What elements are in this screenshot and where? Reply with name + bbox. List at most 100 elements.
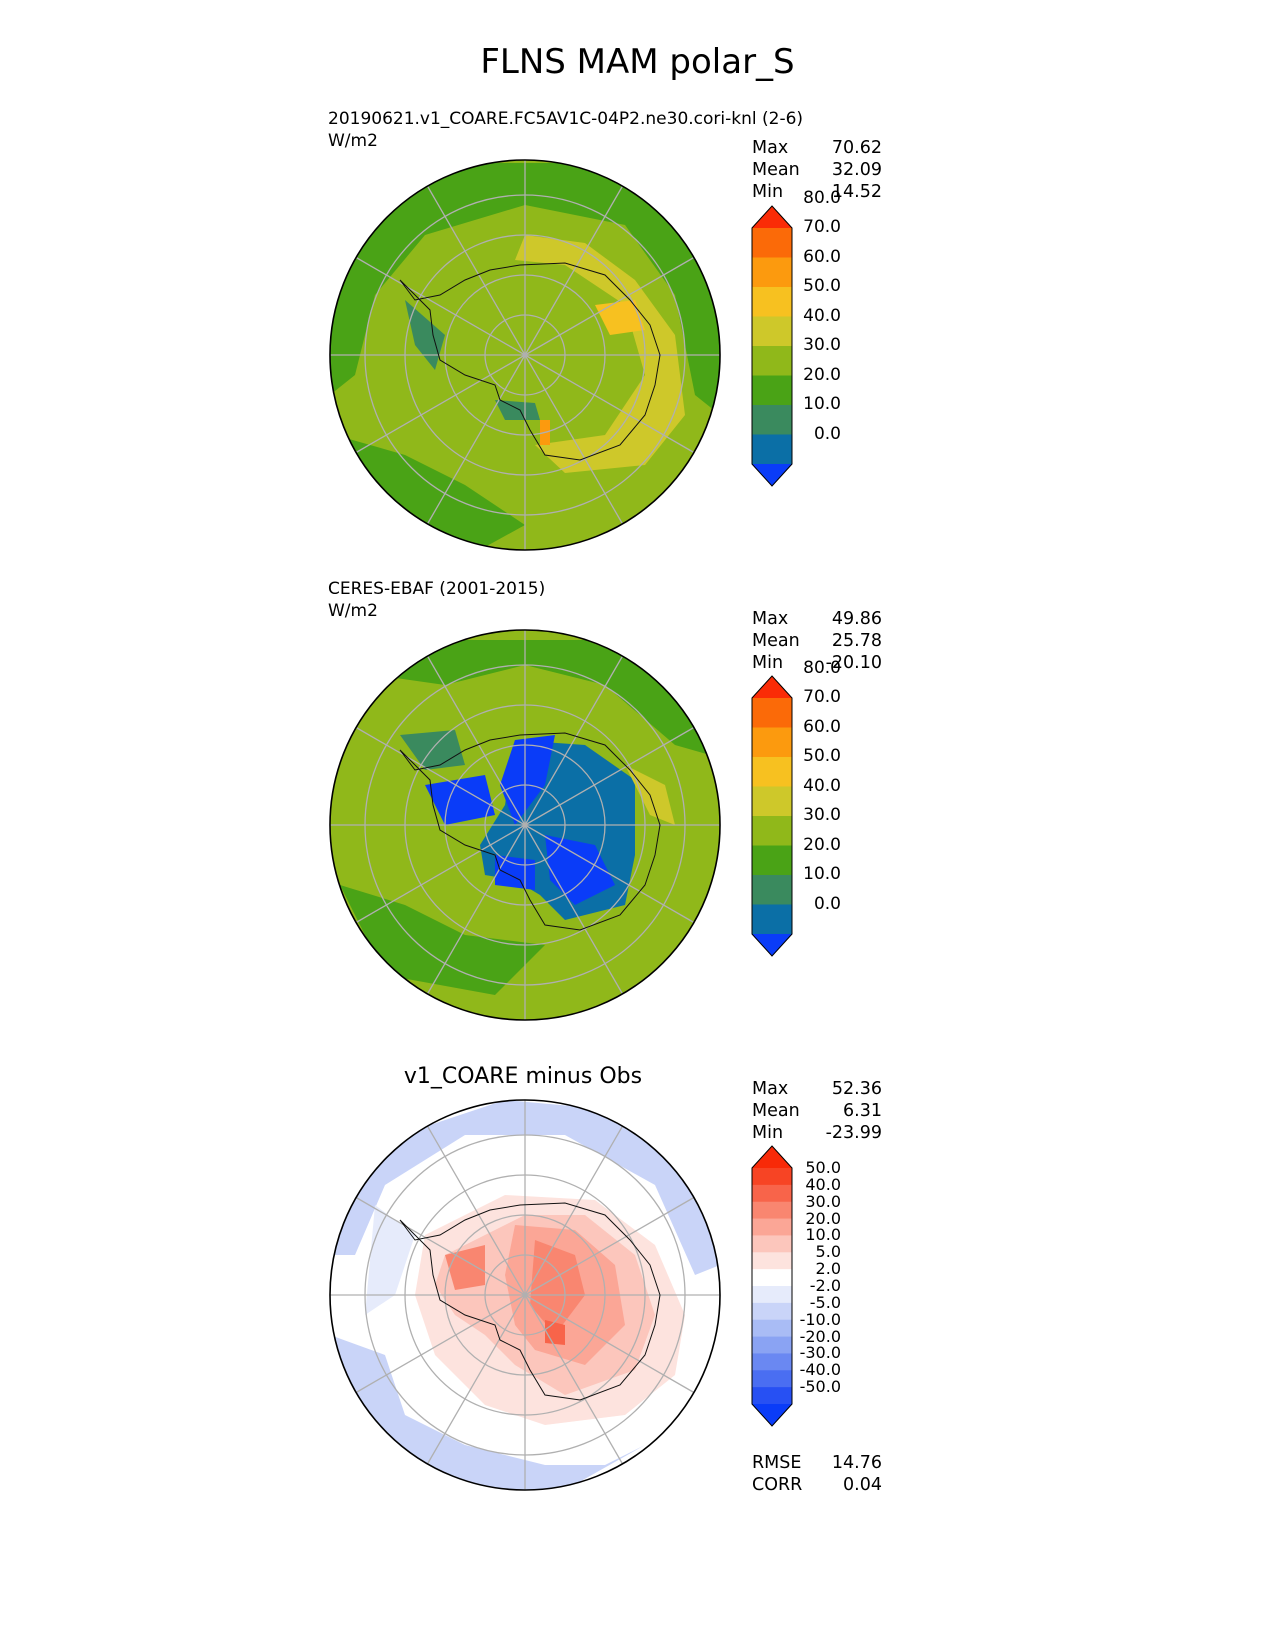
stat-corr: 0.04 — [843, 1475, 882, 1495]
field-region — [545, 835, 615, 905]
colorbar-segment — [752, 1146, 792, 1168]
colorbar-tick-label: 10.0 — [805, 1225, 841, 1245]
stat-label: Mean — [752, 1101, 800, 1121]
colorbar-segment — [752, 206, 792, 228]
colorbar-tick-label: -30.0 — [799, 1343, 841, 1363]
panel-1-colorbar: 0.0 10.0 20.0 30.0 40.0 50.0 60.0 70.0 80.0 — [745, 189, 875, 505]
panel-3-colorbar: -50.0 -40.0 -30.0 -20.0 -10.0 -5.0 -2.0 2.0 5.0 1… — [745, 1145, 875, 1445]
panel-3-title: v1_COARE minus Obs — [403, 1064, 643, 1089]
colorbar-tick-label: 40.0 — [805, 1174, 841, 1194]
panel-2-title: CERES-EBAF (2001-2015) — [328, 579, 546, 599]
colorbar-segment — [752, 816, 792, 846]
colorbar-segment — [752, 1269, 792, 1287]
field-region — [330, 1100, 720, 1275]
colorbar-tick-label: 40.0 — [803, 775, 841, 796]
panel-3-extra-stats: RMSE 14.76 CORR 0.04 — [752, 1452, 882, 1496]
stat-label: Min — [752, 182, 784, 202]
panel-2-colorbar: 0.0 10.0 20.0 30.0 40.0 50.0 60.0 70.0 80.0 — [745, 659, 875, 975]
colorbar-tick-label: 5.0 — [815, 1242, 841, 1262]
colorbar-tick-label: -50.0 — [799, 1377, 841, 1397]
meridian-line — [524, 256, 695, 356]
colorbar-tick-label: 10.0 — [803, 394, 841, 414]
stat-mean: 25.78 — [831, 631, 882, 651]
colorbar-segment — [752, 727, 792, 758]
coastline — [399, 732, 661, 931]
colorbar-tick-label: -20.0 — [799, 1326, 841, 1346]
map-frame — [329, 1099, 721, 1491]
colorbar-segment — [752, 1201, 792, 1220]
colorbar-segment — [752, 1252, 792, 1270]
colorbar-svg — [751, 1145, 793, 1427]
meridian-line — [524, 655, 624, 826]
meridian-line — [355, 354, 526, 454]
meridian-line — [524, 1196, 695, 1296]
meridian-line — [426, 655, 526, 826]
field-region — [425, 775, 495, 825]
colorbar-segment — [752, 464, 792, 486]
colorbar-tick-label: -10.0 — [799, 1309, 841, 1329]
colorbar-tick-label: 30.0 — [805, 1191, 841, 1211]
stat-label: Max — [752, 609, 789, 629]
colorbar-segment — [752, 934, 792, 956]
colorbar-segment — [752, 1184, 792, 1203]
figure-title: FLNS MAM polar_S — [480, 42, 795, 82]
map-frame — [329, 629, 721, 1021]
colorbar-svg — [751, 675, 793, 957]
colorbar-segment — [752, 845, 792, 876]
stat-label: Mean — [752, 631, 800, 651]
colorbar-segment — [752, 1319, 792, 1338]
meridian-line — [355, 1196, 526, 1296]
colorbar-tick-label: 60.0 — [803, 716, 841, 737]
colorbar-tick-label: 10.0 — [803, 864, 841, 884]
colorbar-tick-label: 70.0 — [803, 687, 841, 707]
colorbar-segment — [752, 1370, 792, 1388]
colorbar-tick-label: 30.0 — [803, 805, 841, 825]
panel-1-stats: Max 70.62 Mean 32.09 Min 14.52 — [752, 137, 882, 203]
stat-rmse: 14.76 — [831, 1453, 882, 1473]
colorbar-svg — [751, 205, 793, 487]
field-region — [495, 855, 535, 890]
colorbar-segment — [752, 228, 792, 258]
meridian-line — [524, 1125, 624, 1296]
colorbar-tick-label: 20.0 — [803, 364, 841, 385]
stat-label: Min — [752, 653, 784, 673]
colorbar-segment — [752, 875, 792, 905]
meridian-line — [426, 1294, 526, 1465]
colorbar-segment — [752, 1387, 792, 1405]
colorbar-segment — [752, 904, 792, 935]
colorbar-segment — [752, 698, 792, 728]
panel-1-units: W/m2 — [328, 131, 378, 151]
stat-min: -20.10 — [825, 653, 882, 673]
stat-label: CORR — [752, 1475, 803, 1495]
colorbar-segment — [752, 1235, 792, 1253]
field-region — [595, 300, 645, 335]
panel-3-map — [329, 1099, 721, 1491]
panel-1-map — [329, 159, 721, 551]
stat-min: -23.99 — [825, 1123, 882, 1143]
colorbar-segment — [752, 1286, 792, 1304]
meridian-line — [524, 1294, 624, 1465]
colorbar-outline — [751, 205, 793, 487]
meridian-line — [355, 726, 526, 826]
coastline — [399, 1202, 661, 1401]
meridian-line — [426, 354, 526, 525]
panel-2-map — [329, 629, 721, 1021]
meridian-line — [524, 354, 624, 525]
coastline — [399, 262, 661, 461]
meridian-line — [524, 824, 624, 995]
colorbar-segment — [752, 1218, 792, 1236]
stat-max: 49.86 — [831, 609, 882, 629]
colorbar-segment — [752, 375, 792, 406]
field-region — [515, 235, 685, 473]
meridian-line — [426, 1125, 526, 1296]
colorbar-segment — [752, 1336, 792, 1354]
colorbar-tick-label: 2.0 — [815, 1259, 841, 1279]
stat-label: Max — [752, 1079, 789, 1099]
colorbar-segment — [752, 676, 792, 698]
colorbar-tick-label: 80.0 — [803, 657, 841, 678]
meridian-line — [426, 824, 526, 995]
stat-max: 70.62 — [831, 138, 882, 158]
colorbar-tick-label: -40.0 — [799, 1360, 841, 1380]
stat-label: Max — [752, 138, 789, 158]
meridian-line — [355, 1294, 526, 1394]
